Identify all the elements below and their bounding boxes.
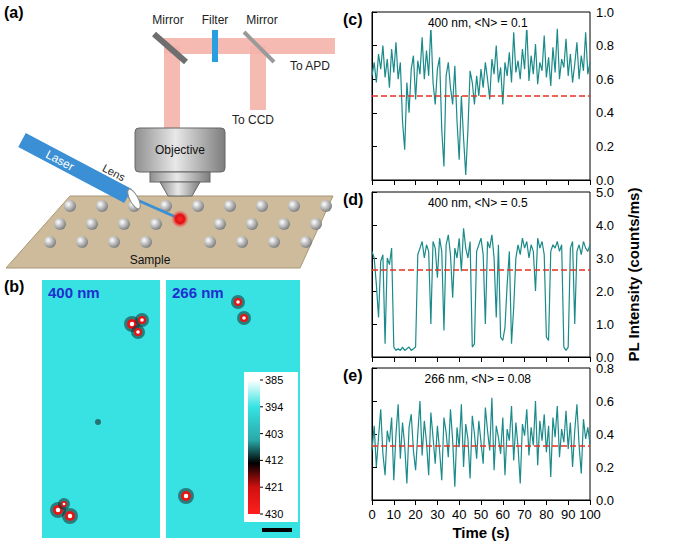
svg-text:PL Intensity (counts/ms): PL Intensity (counts/ms) [625,188,642,362]
svg-text:50: 50 [474,507,488,522]
svg-text:403: 403 [265,428,283,440]
svg-text:Mirror: Mirror [152,13,183,27]
svg-text:266 nm, <N> = 0.08: 266 nm, <N> = 0.08 [425,372,532,386]
svg-text:0.4: 0.4 [596,427,614,442]
svg-text:Lens: Lens [101,162,128,184]
svg-text:385: 385 [265,374,283,386]
svg-text:To CCD: To CCD [232,113,274,127]
svg-text:4.0: 4.0 [596,218,614,233]
svg-text:(a): (a) [4,4,24,21]
svg-text:400 nm: 400 nm [48,284,100,301]
svg-text:(d): (d) [343,191,363,208]
svg-text:1.0: 1.0 [596,5,614,20]
svg-text:2.0: 2.0 [596,284,614,299]
svg-text:Objective: Objective [155,143,205,157]
svg-text:0: 0 [368,507,375,522]
svg-text:3.0: 3.0 [596,251,614,266]
svg-text:80: 80 [539,507,553,522]
svg-text:5.0: 5.0 [596,185,614,200]
svg-text:Laser: Laser [43,147,76,173]
svg-text:0.4: 0.4 [596,105,614,120]
svg-text:394: 394 [265,401,283,413]
svg-text:(e): (e) [343,367,363,384]
svg-text:430: 430 [265,508,283,520]
svg-text:0.6: 0.6 [596,394,614,409]
svg-text:To APD: To APD [290,59,330,73]
svg-text:20: 20 [408,507,422,522]
svg-text:(b): (b) [4,278,24,295]
svg-text:30: 30 [430,507,444,522]
svg-text:60: 60 [496,507,510,522]
svg-text:0.8: 0.8 [596,361,614,376]
svg-text:0.8: 0.8 [596,38,614,53]
svg-text:0.6: 0.6 [596,72,614,87]
svg-text:400 nm, <N> = 0.5: 400 nm, <N> = 0.5 [428,196,528,210]
svg-text:40: 40 [452,507,466,522]
svg-text:70: 70 [517,507,531,522]
svg-text:0.2: 0.2 [596,139,614,154]
svg-text:Sample: Sample [130,253,171,267]
svg-text:0.0: 0.0 [596,349,615,365]
svg-text:Filter: Filter [202,13,229,27]
svg-text:(c): (c) [343,11,363,28]
svg-text:10: 10 [387,507,401,522]
svg-text:0.0: 0.0 [596,172,615,188]
svg-text:412: 412 [265,454,283,466]
svg-text:421: 421 [265,481,283,493]
svg-text:100: 100 [579,507,601,522]
svg-text:1.0: 1.0 [596,317,614,332]
svg-text:266 nm: 266 nm [172,284,224,301]
svg-text:Mirror: Mirror [246,13,277,27]
svg-text:0.2: 0.2 [596,460,614,475]
svg-text:400 nm, <N> = 0.1: 400 nm, <N> = 0.1 [428,16,528,30]
svg-text:0.0: 0.0 [596,493,614,508]
svg-text:Time (s): Time (s) [452,524,509,541]
svg-text:90: 90 [561,507,575,522]
